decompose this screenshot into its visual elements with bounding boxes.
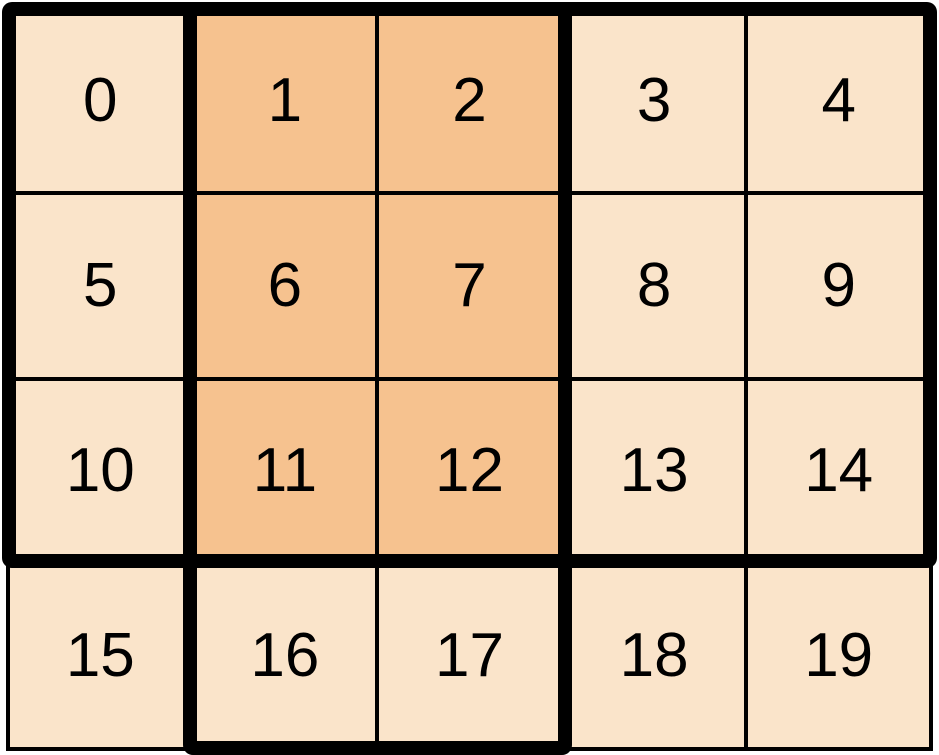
grid-cell-14: 14: [748, 380, 929, 562]
grid-cell-2: 2: [379, 10, 560, 192]
grid-cell-11: 11: [194, 380, 376, 562]
grid-cell-19: 19: [748, 565, 929, 747]
grid-cell-5: 5: [10, 195, 191, 377]
grid-cell-0: 0: [10, 10, 191, 192]
grid-cell-1: 1: [194, 10, 376, 192]
grid-cell-18: 18: [563, 565, 745, 747]
grid-cell-12: 12: [379, 380, 560, 562]
grid-cell-13: 13: [563, 380, 745, 562]
grid-cell-4: 4: [748, 10, 929, 192]
grid-cell-6: 6: [194, 195, 376, 377]
grid-cell-7: 7: [379, 195, 560, 377]
grid: 0 1 2 3 4 5 6 7 8 9 10 11 12 13 14 15 16 17 18 19: [6, 6, 933, 751]
grid-cell-15: 15: [10, 565, 191, 747]
grid-cell-16: 16: [194, 565, 376, 747]
grid-cell-9: 9: [748, 195, 929, 377]
grid-cell-10: 10: [10, 380, 191, 562]
grid-cell-3: 3: [563, 10, 745, 192]
grid-cell-17: 17: [379, 565, 560, 747]
grid-cell-8: 8: [563, 195, 745, 377]
